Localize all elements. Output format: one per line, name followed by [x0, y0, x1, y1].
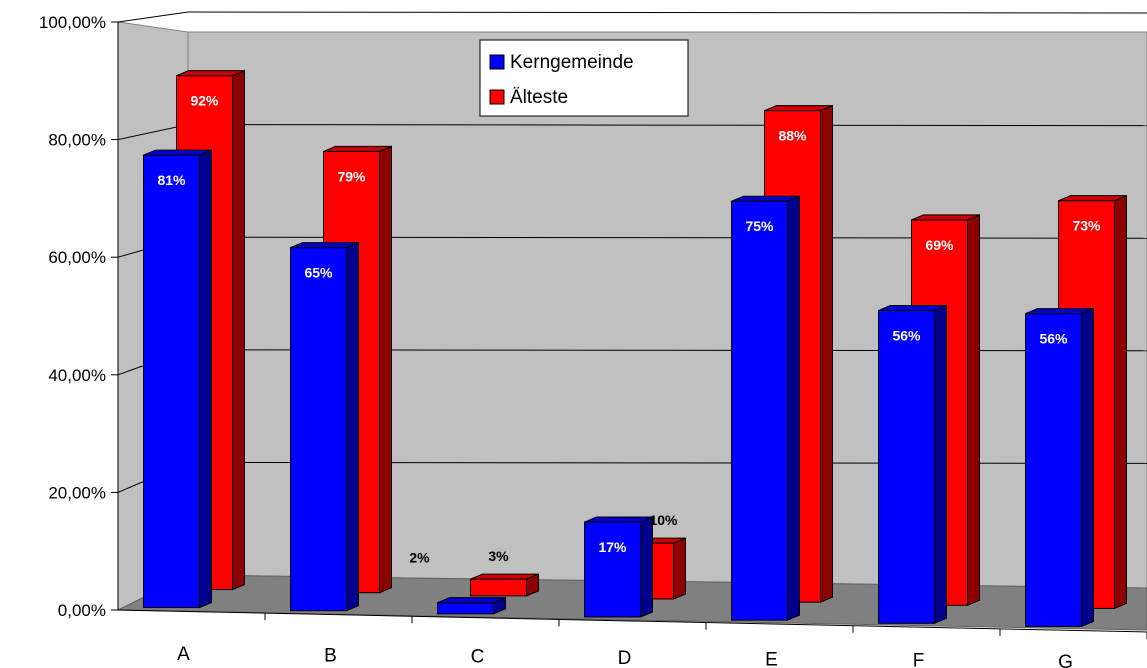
bar-kerngemeinde-G-top [1025, 308, 1094, 315]
bar-kerngemeinde-A [143, 149, 212, 609]
bar-kerngemeinde-C [437, 596, 506, 615]
x-tick-label: F [913, 651, 925, 668]
y-tick-label: 0,00% [58, 601, 106, 620]
legend-label-alteste: Älteste [510, 87, 568, 108]
data-label-alteste-G: 73% [1072, 218, 1101, 234]
bar-kerngemeinde-D [584, 516, 653, 618]
data-label-kerngemeinde-C: 2% [409, 550, 430, 566]
bar-alteste-D-side [673, 537, 686, 600]
legend-swatch-alteste [489, 89, 505, 105]
bar-kerngemeinde-D-front [584, 521, 641, 618]
data-label-alteste-B: 79% [337, 168, 366, 184]
bar-alteste-G-side [1114, 194, 1127, 610]
bar-kerngemeinde-E-top [731, 195, 800, 202]
bar-kerngemeinde-D-top [584, 516, 653, 523]
bar-kerngemeinde-A-top [143, 149, 212, 156]
gridline-side [117, 11, 189, 23]
data-label-alteste-D: 10% [649, 512, 678, 528]
x-tick-label: B [324, 645, 337, 666]
bar-kerngemeinde-A-front [143, 154, 200, 609]
bar-kerngemeinde-G [1025, 307, 1094, 628]
bar-kerngemeinde-G-side [1081, 307, 1094, 628]
bar-kerngemeinde-E [731, 195, 800, 621]
x-tick-label: E [765, 649, 778, 668]
bar-alteste-B-top [323, 145, 392, 152]
bar-kerngemeinde-F-side [934, 304, 947, 625]
bar-alteste-E-top [764, 105, 833, 112]
bar-kerngemeinde-E-side [787, 195, 800, 621]
bar-kerngemeinde-B-top [290, 242, 359, 249]
bar-kerngemeinde-C-top [437, 597, 506, 604]
data-label-kerngemeinde-G: 56% [1039, 331, 1068, 347]
bar-alteste-B-side [379, 145, 392, 594]
y-tick-label: 40,00% [48, 366, 106, 385]
bar-kerngemeinde-F-front [878, 309, 935, 624]
legend-label-kerngemeinde: Kerngemeinde [510, 52, 634, 73]
x-tick-label: A [177, 644, 190, 665]
y-tick-label: 20,00% [48, 483, 106, 502]
data-label-alteste-A: 92% [190, 93, 219, 109]
y-tick-label: 60,00% [48, 248, 106, 267]
data-label-alteste-C: 3% [488, 548, 509, 564]
y-tick-label: 80,00% [48, 131, 106, 150]
bar-alteste-G-top [1058, 195, 1127, 202]
x-tick-label: D [618, 648, 632, 668]
bar-kerngemeinde-F [878, 304, 947, 625]
bar-alteste-F-top [911, 214, 980, 221]
data-labels: 81% 92% 65% 79% 2% 3% 17% 10% 75% 88% 56% 69% 56% 73% [157, 93, 1101, 566]
bar-kerngemeinde-C-front [437, 602, 494, 615]
axes: 0,00% 20,00% 40,00% 60,00% 80,00% 100,00% A B C D… [39, 13, 1147, 668]
bar-kerngemeinde-B-front [290, 247, 347, 612]
bars [143, 69, 1127, 628]
bar-kerngemeinde-A-side [199, 149, 212, 609]
bar-kerngemeinde-D-side [640, 516, 653, 618]
bar-kerngemeinde-G-front [1025, 313, 1082, 627]
x-tick-label: C [471, 647, 485, 668]
legend-box [479, 39, 689, 117]
bar-alteste-F-side [967, 214, 980, 607]
bar-kerngemeinde-B [290, 241, 359, 612]
gridline-back [187, 124, 1147, 127]
data-label-kerngemeinde-A: 81% [157, 172, 186, 188]
data-label-alteste-F: 69% [925, 237, 954, 253]
data-label-kerngemeinde-D: 17% [598, 539, 627, 555]
bar-kerngemeinde-E-front [731, 200, 788, 621]
bar-alteste-A-side [232, 69, 245, 591]
x-tick-label: G [1058, 652, 1073, 668]
bar-alteste-C-top [470, 573, 539, 580]
bar-alteste-E-side [820, 104, 833, 603]
gridline-back [187, 11, 1147, 14]
bar-kerngemeinde-F-top [878, 304, 947, 311]
data-label-kerngemeinde-B: 65% [304, 265, 333, 281]
bar-alteste-A-top [176, 70, 245, 77]
bar-kerngemeinde-B-side [346, 241, 359, 612]
data-label-alteste-E: 88% [778, 128, 807, 144]
bar-alteste-C [470, 573, 539, 597]
data-label-kerngemeinde-E: 75% [745, 218, 774, 234]
y-tick-label: 100,00% [39, 13, 106, 32]
data-label-kerngemeinde-F: 56% [892, 327, 921, 343]
legend-swatch-kerngemeinde [489, 54, 505, 70]
x-axis [117, 609, 1147, 633]
legend: Kerngemeinde Älteste [479, 39, 689, 117]
bar-alteste-C-front [470, 578, 527, 597]
